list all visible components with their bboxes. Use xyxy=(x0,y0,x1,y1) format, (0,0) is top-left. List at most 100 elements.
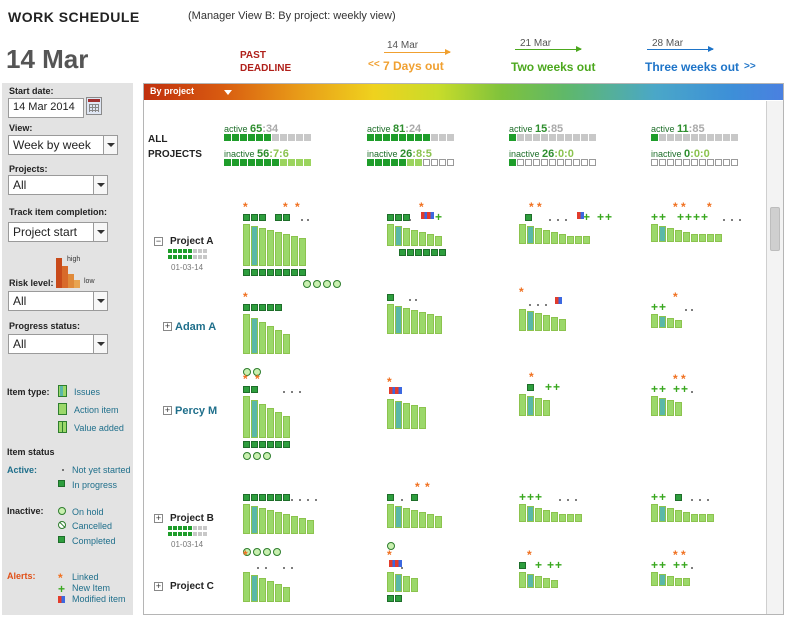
schedule-item-bar[interactable] xyxy=(403,576,410,592)
in-progress-marker[interactable] xyxy=(283,494,290,501)
schedule-item-bar[interactable] xyxy=(283,416,290,438)
linked-alert-icon[interactable]: * xyxy=(681,548,686,562)
linked-alert-icon[interactable]: * xyxy=(295,200,300,214)
in-progress-marker[interactable] xyxy=(283,214,290,221)
schedule-item-bar[interactable] xyxy=(411,578,418,592)
new-item-alert-icon[interactable]: + xyxy=(659,382,667,396)
completed-marker[interactable] xyxy=(283,269,290,276)
horizon-three-weeks[interactable]: 28 Mar Three weeks out >> xyxy=(645,36,765,74)
calendar-icon[interactable] xyxy=(86,97,102,115)
schedule-item-bar[interactable] xyxy=(259,578,266,602)
schedule-item-bar[interactable] xyxy=(251,400,258,438)
in-progress-marker[interactable] xyxy=(527,384,534,391)
schedule-item-bar[interactable] xyxy=(283,234,290,266)
schedule-item-bar[interactable] xyxy=(435,516,442,528)
new-item-alert-icon[interactable]: + xyxy=(519,490,527,504)
schedule-item-bar[interactable] xyxy=(535,398,542,416)
schedule-item-bar[interactable] xyxy=(411,310,418,334)
schedule-item-bar[interactable] xyxy=(291,236,298,266)
track-completion-select[interactable]: Project start xyxy=(8,222,108,242)
completed-marker[interactable] xyxy=(267,441,274,448)
linked-alert-icon[interactable]: * xyxy=(529,200,534,214)
new-item-alert-icon[interactable]: + xyxy=(673,558,681,572)
completed-marker[interactable] xyxy=(283,441,290,448)
in-progress-marker[interactable] xyxy=(675,494,682,501)
in-progress-marker[interactable] xyxy=(259,214,266,221)
schedule-item-bar[interactable] xyxy=(651,224,658,242)
schedule-item-bar[interactable] xyxy=(559,514,566,522)
schedule-item-bar[interactable] xyxy=(659,574,666,586)
on-hold-marker[interactable] xyxy=(387,542,395,550)
schedule-item-bar[interactable] xyxy=(527,311,534,331)
completed-marker[interactable] xyxy=(399,249,406,256)
risk-level-histogram[interactable]: high low xyxy=(56,256,106,288)
in-progress-marker[interactable] xyxy=(387,294,394,301)
not-started-marker[interactable] xyxy=(283,567,285,569)
on-hold-marker[interactable] xyxy=(263,452,271,460)
schedule-item-bar[interactable] xyxy=(275,584,282,602)
schedule-item-bar[interactable] xyxy=(707,234,714,242)
new-item-alert-icon[interactable]: + xyxy=(651,210,659,224)
row-label[interactable]: Percy M xyxy=(175,405,218,417)
schedule-item-bar[interactable] xyxy=(275,412,282,438)
schedule-item-bar[interactable] xyxy=(683,578,690,586)
not-started-marker[interactable] xyxy=(549,219,551,221)
completed-marker[interactable] xyxy=(243,441,250,448)
not-started-marker[interactable] xyxy=(291,391,293,393)
schedule-item-bar[interactable] xyxy=(411,510,418,528)
prev-week-chevron-icon[interactable]: << xyxy=(368,59,380,70)
on-hold-marker[interactable] xyxy=(303,280,311,288)
linked-alert-icon[interactable]: * xyxy=(243,200,248,214)
modified-item-icon[interactable] xyxy=(395,387,402,394)
new-item-alert-icon[interactable]: + xyxy=(659,210,667,224)
schedule-item-bar[interactable] xyxy=(259,322,266,354)
schedule-item-bar[interactable] xyxy=(651,396,658,416)
new-item-alert-icon[interactable]: + xyxy=(681,558,689,572)
schedule-item-bar[interactable] xyxy=(559,319,566,331)
not-started-marker[interactable] xyxy=(567,499,569,501)
schedule-item-bar[interactable] xyxy=(259,228,266,266)
modified-item-icon[interactable] xyxy=(389,560,396,567)
schedule-item-bar[interactable] xyxy=(435,236,442,246)
linked-alert-icon[interactable]: * xyxy=(387,375,392,389)
on-hold-marker[interactable] xyxy=(243,452,251,460)
linked-alert-icon[interactable]: * xyxy=(243,290,248,304)
schedule-item-bar[interactable] xyxy=(299,518,306,534)
completed-marker[interactable] xyxy=(439,249,446,256)
modified-item-icon[interactable] xyxy=(421,212,428,219)
linked-alert-icon[interactable]: * xyxy=(673,290,678,304)
horizon-two-weeks[interactable]: 21 Mar Two weeks out xyxy=(511,36,601,74)
schedule-item-bar[interactable] xyxy=(667,400,674,416)
schedule-item-bar[interactable] xyxy=(395,506,402,528)
not-started-marker[interactable] xyxy=(565,219,567,221)
completed-marker[interactable] xyxy=(243,269,250,276)
completed-marker[interactable] xyxy=(259,269,266,276)
not-started-marker[interactable] xyxy=(291,567,293,569)
chevron-down-icon[interactable] xyxy=(224,90,232,95)
in-progress-marker[interactable] xyxy=(243,386,250,393)
in-progress-marker[interactable] xyxy=(251,386,258,393)
schedule-item-bar[interactable] xyxy=(535,228,542,244)
in-progress-marker[interactable] xyxy=(275,214,282,221)
schedule-item-bar[interactable] xyxy=(283,514,290,534)
schedule-item-bar[interactable] xyxy=(387,399,394,429)
expand-toggle-icon[interactable]: + xyxy=(154,581,163,591)
in-progress-marker[interactable] xyxy=(251,214,258,221)
progress-status-select[interactable]: All xyxy=(8,334,108,354)
schedule-item-bar[interactable] xyxy=(283,334,290,354)
not-started-marker[interactable] xyxy=(739,219,741,221)
schedule-item-bar[interactable] xyxy=(543,510,550,522)
in-progress-marker[interactable] xyxy=(525,214,532,221)
schedule-item-bar[interactable] xyxy=(675,510,682,522)
schedule-item-bar[interactable] xyxy=(387,224,394,246)
expand-toggle-icon[interactable]: + xyxy=(163,321,172,331)
not-started-marker[interactable] xyxy=(301,219,303,221)
schedule-item-bar[interactable] xyxy=(675,320,682,328)
completed-marker[interactable] xyxy=(259,441,266,448)
not-started-marker[interactable] xyxy=(691,567,693,569)
schedule-item-bar[interactable] xyxy=(667,318,674,328)
linked-alert-icon[interactable]: * xyxy=(673,372,678,386)
schedule-item-bar[interactable] xyxy=(395,574,402,592)
not-started-marker[interactable] xyxy=(401,499,403,501)
on-hold-marker[interactable] xyxy=(273,548,281,556)
